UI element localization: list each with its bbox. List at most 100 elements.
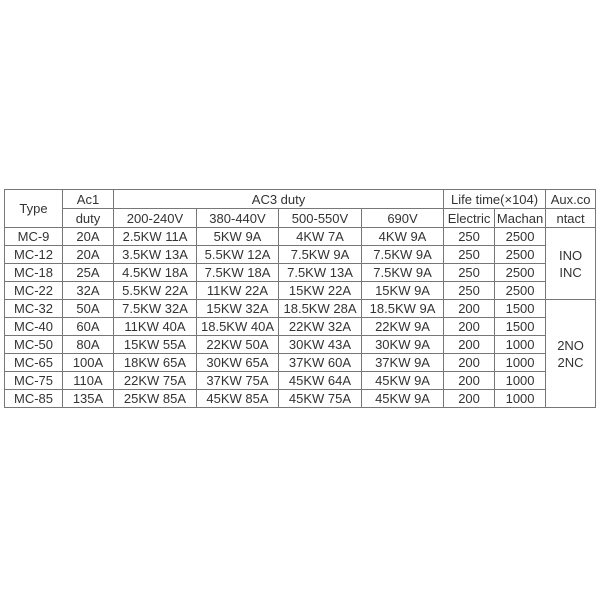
cell-v1: 4.5KW 18A xyxy=(113,263,197,282)
cell-v1: 11KW 40A xyxy=(113,317,197,336)
cell-ac1: 25A xyxy=(62,263,114,282)
cell-v3: 22KW 32A xyxy=(278,317,362,336)
cell-v3: 7.5KW 9A xyxy=(278,245,362,264)
cell-machan: 2500 xyxy=(494,245,547,264)
cell-electric: 200 xyxy=(443,299,496,318)
cell-v1: 5.5KW 22A xyxy=(113,281,197,300)
table-row: MC-40 60A 11KW 40A 18.5KW 40A 22KW 32A 22KW 9… xyxy=(4,317,596,336)
cell-v1: 15KW 55A xyxy=(113,335,197,354)
table-row: MC-50 80A 15KW 55A 22KW 50A 30KW 43A 30KW 9A 2… xyxy=(4,335,596,354)
header-machan: Machan xyxy=(494,208,547,228)
cell-v3: 7.5KW 13A xyxy=(278,263,362,282)
cell-v3: 30KW 43A xyxy=(278,335,362,354)
cell-v2: 5.5KW 12A xyxy=(196,245,279,264)
cell-v1: 2.5KW 11A xyxy=(113,227,197,246)
header-voltage: 500-550V xyxy=(278,208,362,228)
aux-line2: 2NC xyxy=(557,354,584,370)
table-row: MC-18 25A 4.5KW 18A 7.5KW 18A 7.5KW 13A 7.5KW… xyxy=(4,263,596,282)
cell-machan: 2500 xyxy=(494,281,547,300)
cell-v4: 30KW 9A xyxy=(360,335,445,354)
cell-v4: 15KW 9A xyxy=(360,281,445,300)
header-voltage: 690V xyxy=(360,208,445,228)
cell-machan: 2500 xyxy=(494,227,547,246)
cell-v4: 4KW 9A xyxy=(360,227,445,246)
cell-v3: 45KW 75A xyxy=(278,389,362,408)
cell-ac1: 50A xyxy=(62,299,114,318)
cell-ac1: 110A xyxy=(62,371,114,390)
cell-ac1: 32A xyxy=(62,281,114,300)
cell-machan: 2500 xyxy=(494,263,547,282)
contactor-spec-table: Type Ac1 AC3 duty Life time(×104) Aux.co… xyxy=(4,189,597,408)
aux-line1: INO xyxy=(559,247,583,263)
cell-type: MC-40 xyxy=(4,317,63,336)
cell-v4: 22KW 9A xyxy=(360,317,445,336)
header-ac1-line1: Ac1 xyxy=(62,189,114,209)
cell-v3: 45KW 64A xyxy=(278,371,362,390)
cell-electric: 200 xyxy=(443,317,496,336)
table-row: MC-12 20A 3.5KW 13A 5.5KW 12A 7.5KW 9A 7.5KW … xyxy=(4,245,596,264)
cell-v1: 3.5KW 13A xyxy=(113,245,197,264)
table-row: MC-85 135A 25KW 85A 45KW 85A 45KW 75A 45KW 9A… xyxy=(4,389,596,408)
cell-ac1: 60A xyxy=(62,317,114,336)
header-life: Life time(×104) xyxy=(443,189,547,209)
cell-v4: 45KW 9A xyxy=(360,371,445,390)
cell-v1: 7.5KW 32A xyxy=(113,299,197,318)
header-voltage: 380-440V xyxy=(196,208,279,228)
cell-v3: 15KW 22A xyxy=(278,281,362,300)
cell-v3: 4KW 7A xyxy=(278,227,362,246)
cell-electric: 200 xyxy=(443,371,496,390)
cell-ac1: 20A xyxy=(62,227,114,246)
cell-v2: 5KW 9A xyxy=(196,227,279,246)
table-row: MC-9 20A 2.5KW 11A 5KW 9A 4KW 7A 4KW 9A 250 250… xyxy=(4,227,597,300)
cell-electric: 200 xyxy=(443,335,496,354)
cell-machan: 1000 xyxy=(494,371,547,390)
cell-type: MC-22 xyxy=(4,281,63,300)
cell-type: MC-50 xyxy=(4,335,63,354)
cell-type: MC-18 xyxy=(4,263,63,282)
cell-v4: 45KW 9A xyxy=(360,389,445,408)
cell-v2: 15KW 32A xyxy=(196,299,279,318)
cell-type: MC-9 xyxy=(4,227,63,246)
table-row: MC-65 100A 18KW 65A 30KW 65A 37KW 60A 37KW 9A… xyxy=(4,353,596,372)
cell-electric: 200 xyxy=(443,389,496,408)
header-aux-line2: ntact xyxy=(545,208,597,228)
cell-v2: 7.5KW 18A xyxy=(196,263,279,282)
cell-machan: 1500 xyxy=(494,317,547,336)
cell-v2: 30KW 65A xyxy=(196,353,279,372)
cell-ac1: 100A xyxy=(62,353,114,372)
table-row: MC-32 50A 7.5KW 32A 15KW 32A 18.5KW 28A 18.5K… xyxy=(4,299,597,408)
header-electric: Electric xyxy=(443,208,496,228)
header-voltage: 200-240V xyxy=(113,208,197,228)
cell-machan: 1000 xyxy=(494,335,547,354)
cell-v4: 18.5KW 9A xyxy=(360,299,445,318)
header-aux-line1: Aux.co xyxy=(545,189,597,209)
cell-ac1: 135A xyxy=(62,389,114,408)
cell-v1: 22KW 75A xyxy=(113,371,197,390)
cell-ac1: 80A xyxy=(62,335,114,354)
cell-type: MC-75 xyxy=(4,371,63,390)
aux-contact-cell: INO INC xyxy=(545,227,597,300)
cell-v1: 18KW 65A xyxy=(113,353,197,372)
aux-line2: INC xyxy=(559,264,582,280)
header-ac3: AC3 duty xyxy=(112,189,445,209)
cell-electric: 250 xyxy=(443,281,496,300)
aux-line1: 2NO xyxy=(557,337,584,353)
cell-ac1: 20A xyxy=(62,245,114,264)
cell-v2: 18.5KW 40A xyxy=(196,317,279,336)
cell-v2: 22KW 50A xyxy=(196,335,279,354)
cell-type: MC-65 xyxy=(4,353,63,372)
cell-type: MC-12 xyxy=(4,245,63,264)
cell-v4: 37KW 9A xyxy=(360,353,445,372)
cell-v3: 37KW 60A xyxy=(278,353,362,372)
cell-v2: 37KW 75A xyxy=(196,371,279,390)
header-type: Type xyxy=(4,189,63,228)
cell-type: MC-32 xyxy=(4,299,63,318)
cell-electric: 250 xyxy=(443,227,496,246)
cell-v3: 18.5KW 28A xyxy=(278,299,362,318)
table-row: MC-22 32A 5.5KW 22A 11KW 22A 15KW 22A 15KW 9A… xyxy=(4,281,596,300)
cell-type: MC-85 xyxy=(4,389,63,408)
cell-v2: 11KW 22A xyxy=(196,281,279,300)
cell-machan: 1500 xyxy=(494,299,547,318)
aux-contact-cell: 2NO 2NC xyxy=(545,299,597,408)
header-ac1-line2: duty xyxy=(62,208,114,228)
